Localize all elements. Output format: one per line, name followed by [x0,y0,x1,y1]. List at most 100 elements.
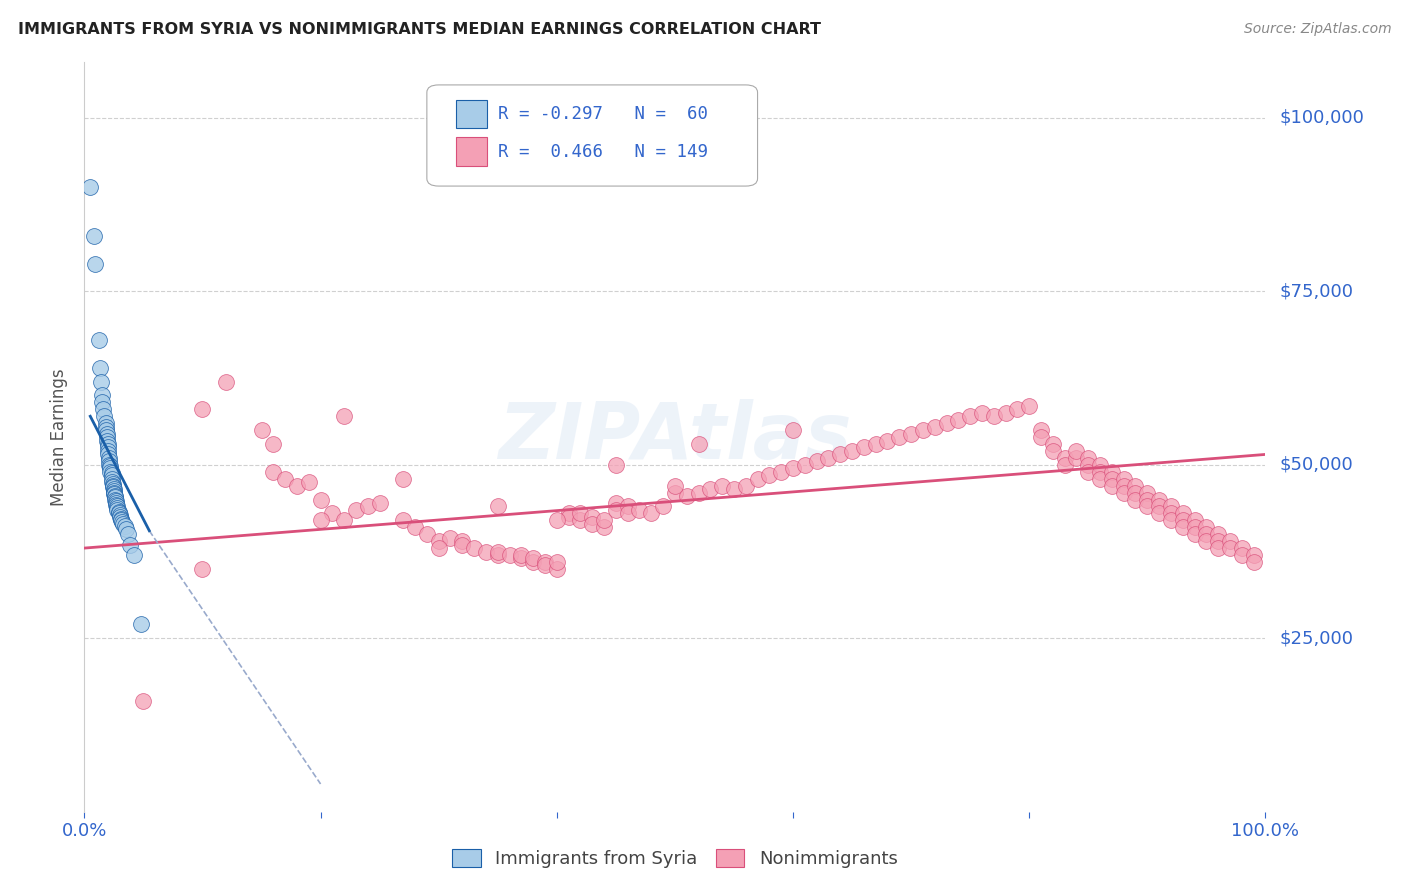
Point [534,558,557,573]
Text: Source: ZipAtlas.com: Source: ZipAtlas.com [1244,22,1392,37]
Point [970,406,993,420]
Point [688,485,710,500]
Point [1101,465,1123,479]
Point [107,500,129,514]
Point [1053,458,1076,472]
Point [97,437,120,451]
Point [110,513,132,527]
Point [98,461,121,475]
Point [557,509,579,524]
Point [1219,534,1241,549]
Point [83,228,105,243]
Point [1206,534,1229,549]
Point [100,466,122,480]
Point [569,507,592,521]
Point [298,475,321,490]
Point [628,503,651,517]
Point [865,437,887,451]
Point [817,450,839,465]
Point [91,388,114,402]
Point [616,507,638,521]
Point [97,447,120,461]
Point [100,472,122,486]
Point [79,180,101,194]
Point [546,513,568,527]
Point [451,534,474,549]
Point [534,555,557,569]
Point [1195,520,1218,534]
Point [114,519,136,533]
Point [1160,513,1182,527]
Point [87,333,110,347]
Point [1195,527,1218,541]
Point [688,437,710,451]
Point [103,485,125,500]
Point [344,503,367,517]
Point [100,475,122,490]
Point [103,484,125,499]
Point [97,444,120,458]
Point [250,423,273,437]
Point [120,538,142,552]
Point [1243,548,1265,562]
Point [108,508,131,522]
Point [675,489,697,503]
Point [1184,520,1206,534]
Point [103,487,125,501]
Point [546,562,568,576]
Point [475,544,498,558]
Point [1066,444,1088,458]
Point [605,458,627,472]
Point [105,498,128,512]
Point [107,507,129,521]
Point [1171,507,1194,521]
Point [806,454,828,468]
Point [486,500,509,514]
Point [98,459,121,474]
Legend: Immigrants from Syria, Nonimmigrants: Immigrants from Syria, Nonimmigrants [444,842,905,875]
Point [93,409,115,424]
Point [664,478,686,492]
Point [392,472,415,486]
Point [262,465,284,479]
Point [94,419,117,434]
Point [1007,402,1029,417]
Point [98,450,121,465]
Point [107,503,129,517]
Point [1042,437,1064,451]
Point [215,375,238,389]
Point [699,482,721,496]
Point [664,485,686,500]
Point [1160,507,1182,521]
Point [117,527,139,541]
Point [98,458,121,472]
Point [105,496,128,510]
Point [876,434,898,448]
Point [935,416,957,430]
Point [782,423,804,437]
Point [98,465,121,479]
Point [581,516,603,531]
Point [1088,458,1111,472]
Point [593,520,616,534]
Point [100,468,122,483]
Point [114,522,136,536]
Point [758,468,780,483]
Point [404,520,426,534]
Point [84,257,107,271]
Point [111,515,134,529]
Point [652,500,675,514]
Point [333,409,356,424]
Point [581,509,603,524]
Point [1053,450,1076,465]
Point [191,562,214,576]
Point [770,465,793,479]
Point [105,494,128,508]
Point [101,477,124,491]
Point [1042,444,1064,458]
Point [1160,500,1182,514]
Point [994,406,1017,420]
Point [1243,555,1265,569]
Point [368,496,391,510]
Text: $25,000: $25,000 [1279,629,1354,648]
